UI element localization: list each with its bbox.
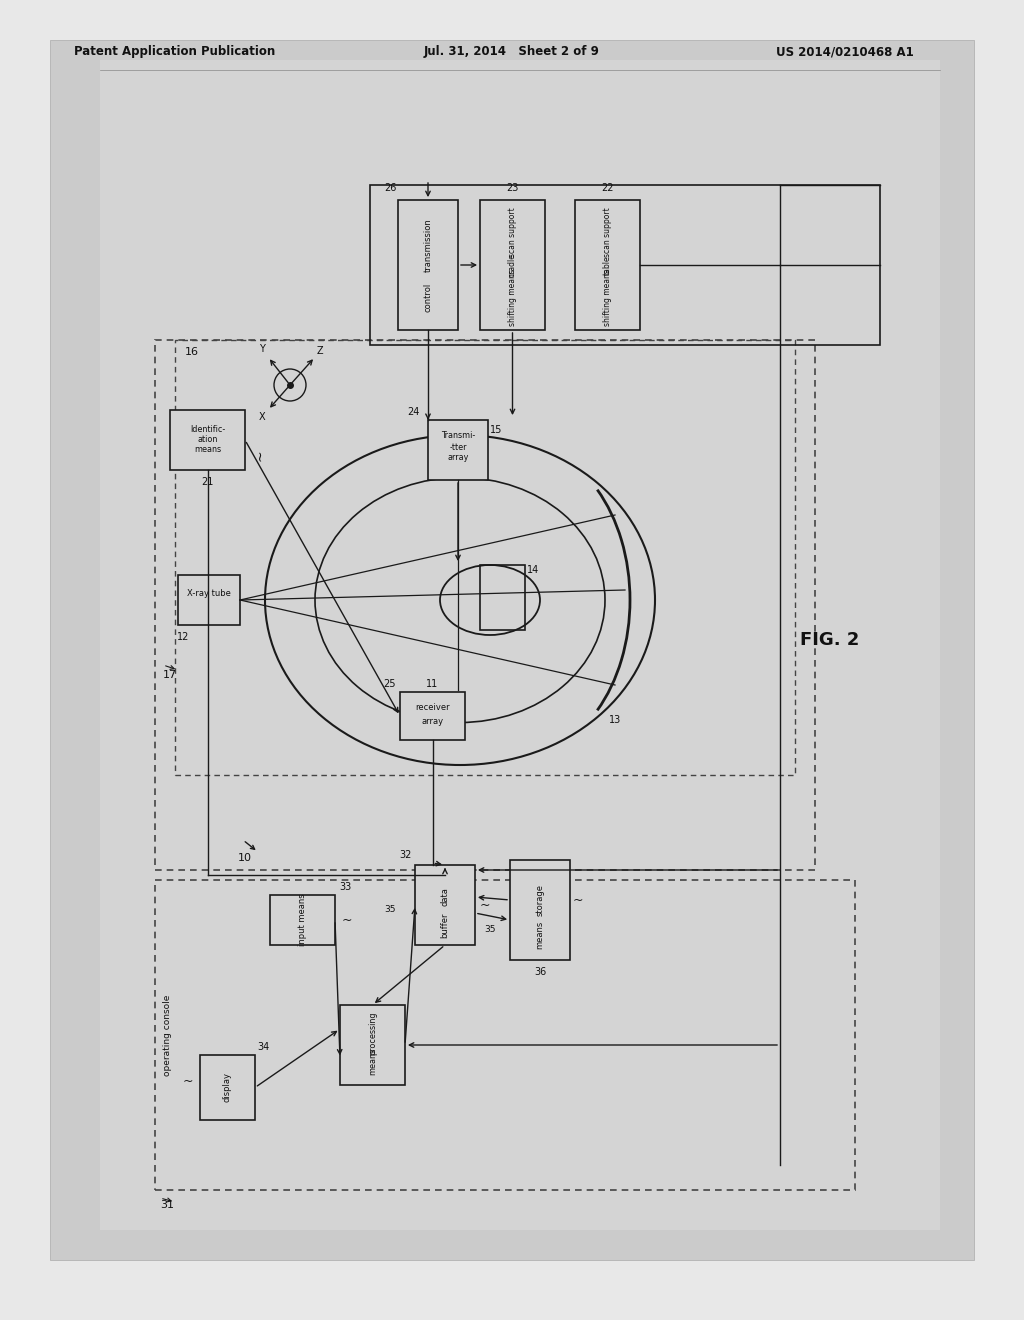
Text: ~: ~ (480, 899, 490, 912)
Text: Y: Y (259, 345, 265, 354)
Text: US 2014/0210468 A1: US 2014/0210468 A1 (776, 45, 913, 58)
Text: data: data (440, 887, 450, 907)
FancyBboxPatch shape (575, 201, 640, 330)
Text: -tter: -tter (450, 442, 467, 451)
FancyBboxPatch shape (400, 692, 465, 741)
Text: 32: 32 (398, 850, 412, 861)
Text: ~: ~ (342, 913, 352, 927)
Text: storage: storage (536, 884, 545, 916)
Text: X-ray tube: X-ray tube (187, 590, 231, 598)
Text: FIG. 2: FIG. 2 (801, 631, 860, 649)
Text: shifting means: shifting means (603, 269, 612, 326)
FancyBboxPatch shape (340, 1005, 406, 1085)
Text: buffer: buffer (440, 912, 450, 937)
Text: 16: 16 (185, 347, 199, 356)
FancyBboxPatch shape (415, 865, 475, 945)
Text: table: table (603, 255, 612, 275)
FancyBboxPatch shape (480, 201, 545, 330)
Text: Z: Z (316, 346, 324, 356)
Text: 24: 24 (407, 407, 419, 417)
Text: ation: ation (198, 436, 218, 445)
FancyBboxPatch shape (170, 411, 245, 470)
FancyBboxPatch shape (50, 40, 974, 1261)
Text: Identific-: Identific- (189, 425, 225, 434)
Text: Transmi-: Transmi- (441, 432, 475, 441)
Text: Patent Application Publication: Patent Application Publication (75, 45, 275, 58)
Text: 31: 31 (160, 1200, 174, 1210)
Text: shifting means: shifting means (508, 269, 517, 326)
Text: 33: 33 (339, 882, 351, 892)
Text: array: array (422, 717, 443, 726)
Text: 25: 25 (384, 678, 396, 689)
Text: operating console: operating console (163, 994, 171, 1076)
Text: display: display (223, 1072, 232, 1102)
Text: input means: input means (298, 894, 307, 946)
Text: 15: 15 (489, 425, 502, 436)
FancyBboxPatch shape (178, 576, 240, 624)
Text: 35: 35 (484, 925, 496, 935)
Text: 35: 35 (384, 906, 395, 915)
Text: cradle: cradle (508, 253, 517, 277)
Text: transmission: transmission (424, 219, 432, 272)
FancyBboxPatch shape (510, 861, 570, 960)
Text: 17: 17 (163, 671, 177, 680)
Text: processing: processing (368, 1011, 377, 1055)
FancyBboxPatch shape (270, 895, 335, 945)
Text: 23: 23 (506, 183, 519, 193)
Text: ~: ~ (182, 1074, 194, 1088)
Text: X: X (259, 412, 265, 422)
Text: ~: ~ (572, 894, 584, 907)
Text: 14: 14 (527, 565, 539, 576)
Text: means: means (368, 1048, 377, 1074)
Text: scan support: scan support (603, 207, 612, 257)
Text: means: means (194, 446, 221, 454)
Text: 10: 10 (238, 853, 252, 863)
FancyBboxPatch shape (428, 420, 488, 480)
FancyBboxPatch shape (398, 201, 458, 330)
Text: 13: 13 (609, 715, 622, 725)
FancyBboxPatch shape (100, 59, 940, 1230)
Text: means: means (536, 921, 545, 949)
Text: array: array (447, 454, 469, 462)
Text: 12: 12 (177, 632, 189, 642)
Text: Jul. 31, 2014   Sheet 2 of 9: Jul. 31, 2014 Sheet 2 of 9 (424, 45, 600, 58)
Text: scan support: scan support (508, 207, 517, 257)
Text: 11: 11 (426, 678, 438, 689)
FancyBboxPatch shape (480, 565, 525, 630)
Text: 22: 22 (601, 183, 613, 193)
Text: 26: 26 (384, 183, 396, 193)
Text: receiver: receiver (415, 704, 450, 713)
Text: ~: ~ (253, 449, 267, 461)
FancyBboxPatch shape (200, 1055, 255, 1119)
Text: 34: 34 (257, 1041, 269, 1052)
Text: 36: 36 (534, 968, 546, 977)
Text: control: control (424, 282, 432, 312)
Text: 21: 21 (202, 477, 214, 487)
